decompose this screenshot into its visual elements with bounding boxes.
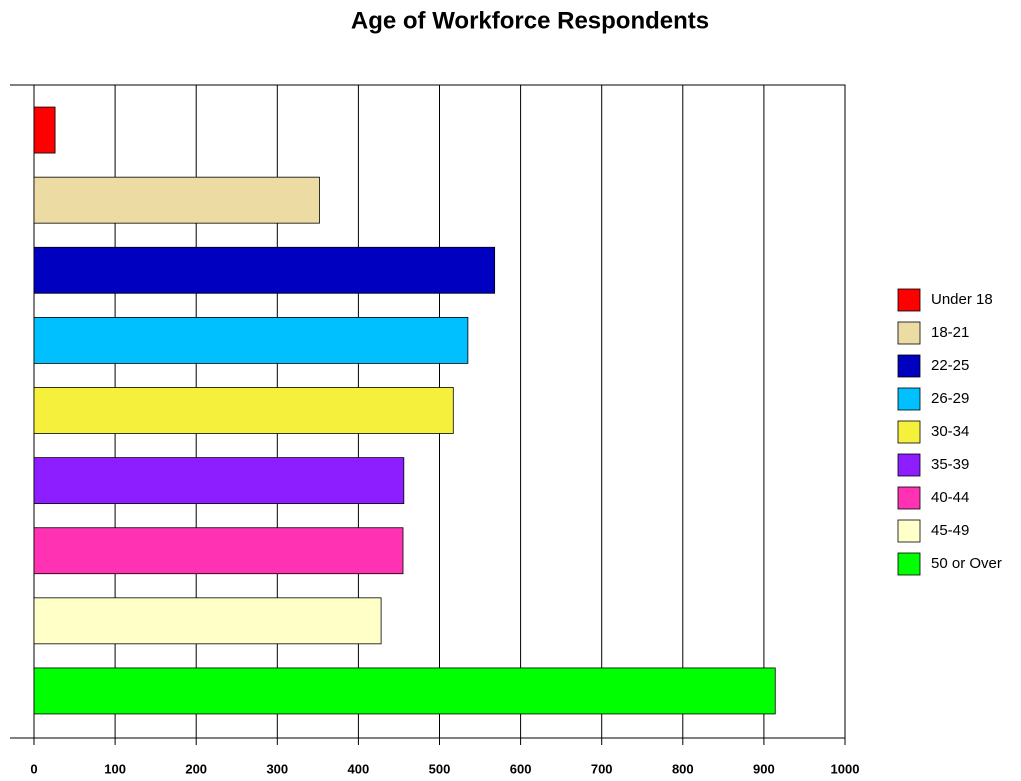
legend-label: 22-25	[931, 357, 969, 374]
x-tick-label: 800	[672, 761, 694, 776]
legend-swatch	[897, 387, 921, 411]
x-tick-label: 100	[104, 761, 126, 776]
legend-label: 18-21	[931, 324, 969, 341]
x-tick-label: 200	[185, 761, 207, 776]
bar	[33, 387, 454, 434]
bar	[33, 457, 405, 505]
legend-swatch	[897, 486, 921, 510]
bar	[33, 176, 320, 224]
legend-label: 45-49	[931, 522, 969, 539]
x-tick-label: 1000	[831, 761, 860, 776]
legend-label: 30-34	[931, 423, 969, 440]
legend-swatch	[897, 321, 921, 345]
legend-swatch	[897, 354, 921, 378]
chart-title: Age of Workforce Respondents	[351, 7, 709, 34]
x-tick-label: 0	[30, 761, 37, 776]
bar	[33, 527, 404, 575]
legend-label: 50 or Over	[931, 555, 1002, 572]
bar	[33, 316, 469, 364]
x-tick-label: 900	[753, 761, 775, 776]
legend-swatch	[897, 453, 921, 477]
x-tick-label: 400	[348, 761, 370, 776]
legend-swatch	[897, 420, 921, 444]
x-tick-label: 300	[266, 761, 288, 776]
legend-label: 26-29	[931, 390, 969, 407]
legend-swatch	[897, 519, 921, 543]
x-tick-label: 500	[429, 761, 451, 776]
legend-swatch	[897, 552, 921, 576]
bar	[33, 667, 776, 715]
x-tick-label: 700	[591, 761, 613, 776]
legend-label: 35-39	[931, 456, 969, 473]
bar	[33, 597, 382, 645]
legend-label: Under 18	[931, 291, 993, 308]
legend-label: 40-44	[931, 489, 969, 506]
legend-swatch	[897, 288, 921, 312]
bar	[33, 246, 496, 294]
bar	[33, 106, 56, 154]
x-tick-label: 600	[510, 761, 532, 776]
